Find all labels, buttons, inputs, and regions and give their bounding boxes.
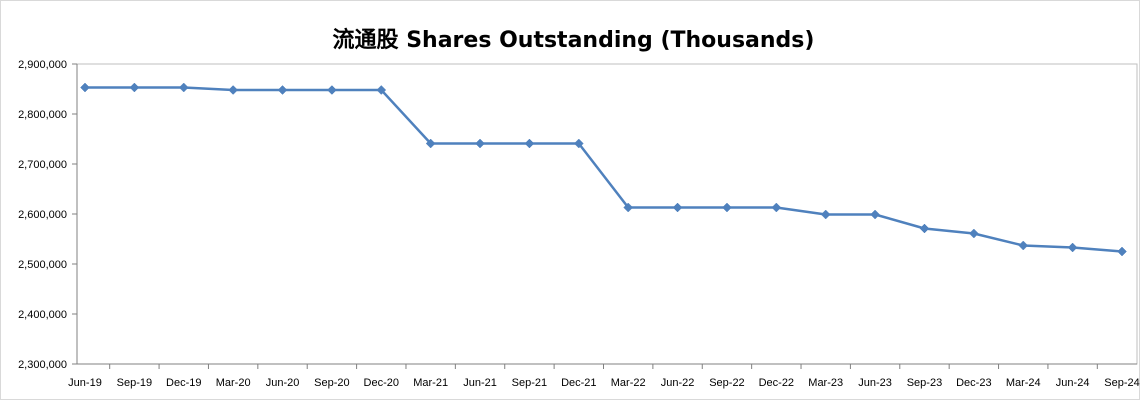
data-point-jun-19 — [80, 82, 90, 93]
data-point-mar-21 — [425, 138, 436, 149]
y-tick-label: 2,900,000 — [18, 59, 67, 71]
y-tick-label: 2,500,000 — [18, 259, 67, 271]
data-point-sep-20 — [327, 85, 337, 95]
x-tick-label: Jun-21 — [463, 377, 497, 389]
x-tick-label: Jun-22 — [661, 377, 695, 389]
x-tick-label: Mar-20 — [216, 377, 251, 389]
x-tick-label: Mar-22 — [611, 377, 646, 389]
x-tick-label: Dec-20 — [364, 377, 399, 389]
y-axis: 2,300,000 2,400,000 2,500,000 2,600,000 2,70… — [18, 59, 78, 371]
data-point-dec-21 — [573, 138, 584, 149]
data-point-mar-20 — [228, 85, 238, 95]
y-tick-label: 2,700,000 — [18, 159, 67, 171]
data-point-jun-24 — [1067, 242, 1078, 253]
x-tick-label: Sep-19 — [117, 377, 152, 389]
x-tick-label: Sep-23 — [907, 377, 942, 389]
x-tick-label: Mar-23 — [808, 377, 843, 389]
x-tick-label: Mar-24 — [1006, 377, 1041, 389]
y-tick-label: 2,400,000 — [18, 309, 67, 321]
data-point-sep-22 — [722, 202, 732, 213]
x-tick-label: Sep-22 — [709, 377, 744, 389]
x-tick-label: Sep-21 — [512, 377, 547, 389]
y-tick-label: 2,300,000 — [18, 359, 67, 371]
data-point-mar-23 — [820, 209, 831, 220]
x-tick-label: Jun-23 — [858, 377, 892, 389]
data-point-sep-24 — [1117, 246, 1127, 257]
data-point-jun-21 — [475, 138, 485, 149]
data-point-sep-19 — [129, 82, 140, 93]
y-tick-label: 2,600,000 — [18, 209, 67, 221]
y-tick-label: 2,800,000 — [18, 109, 67, 121]
data-point-dec-22 — [771, 202, 782, 213]
chart-title: 流通股 Shares Outstanding (Thousands) — [332, 28, 815, 53]
data-point-sep-21 — [524, 138, 535, 149]
x-tick-label: Jun-20 — [266, 377, 300, 389]
x-tick-label: Dec-22 — [759, 377, 794, 389]
series-group — [80, 82, 1127, 257]
x-tick-label: Mar-21 — [413, 377, 448, 389]
data-point-mar-24 — [1018, 240, 1029, 251]
data-point-dec-19 — [178, 82, 189, 93]
x-tick-label: Sep-20 — [314, 377, 349, 389]
data-point-jun-23 — [870, 209, 880, 220]
x-tick-label: Dec-21 — [561, 377, 596, 389]
x-tick-label: Jun-19 — [68, 377, 102, 389]
series-line — [85, 86, 1123, 253]
x-tick-label: Dec-19 — [166, 377, 201, 389]
x-tick-label: Sep-24 — [1104, 377, 1139, 389]
data-point-mar-22 — [623, 202, 634, 213]
x-tick-label: Jun-24 — [1056, 377, 1090, 389]
x-tick-label: Dec-23 — [956, 377, 991, 389]
data-point-dec-20 — [376, 85, 387, 95]
data-point-dec-23 — [969, 228, 979, 239]
data-point-jun-22 — [672, 202, 683, 213]
data-point-jun-20 — [277, 85, 288, 95]
plot-area-border — [76, 63, 1138, 365]
data-point-sep-23 — [919, 223, 930, 234]
x-axis: Jun-19 Sep-19 Dec-19 Mar-20 Jun-20 Sep-20 Dec-… — [68, 363, 1140, 389]
